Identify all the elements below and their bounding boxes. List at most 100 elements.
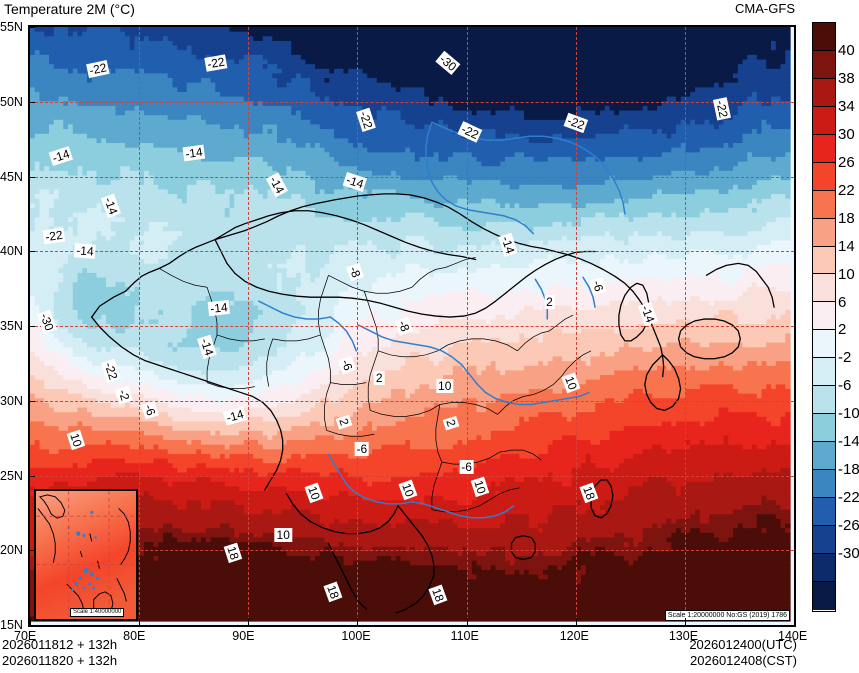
- colorbar-segment[interactable]: [813, 23, 835, 51]
- lat-label-35N: 35N: [0, 319, 23, 333]
- colorbar-labels: 40 38 34 30 26 22 18 14 10 6 2 -2 -6 -10 -14 -18 -22 -26 -…: [838, 22, 859, 612]
- colorbar-segment[interactable]: [813, 330, 835, 359]
- colorbar-segment[interactable]: [813, 162, 835, 191]
- colorbar-tick-label: -10: [838, 405, 859, 423]
- colorbar-segment[interactable]: [813, 274, 835, 303]
- colorbar-segment[interactable]: [813, 525, 835, 554]
- colorbar-tick-label: -6: [838, 377, 852, 395]
- lon-tick-100E: [357, 618, 359, 625]
- colorbar-tick-label: 26: [838, 153, 855, 171]
- colorbar-segment[interactable]: [813, 78, 835, 107]
- colorbar-tick-label: -30: [838, 545, 859, 563]
- gridline-lon-90: [248, 27, 250, 625]
- colorbar-segment[interactable]: [813, 581, 835, 610]
- colorbar-tick-label: -18: [838, 461, 859, 479]
- gridline-lat-45: [30, 176, 794, 178]
- gridline-lon-120: [575, 27, 577, 625]
- contour-label: -6: [588, 276, 607, 295]
- lon-tick-130E: [684, 618, 686, 625]
- gridline-lat-40: [30, 251, 794, 253]
- colorbar-tick-label: 2: [838, 321, 847, 339]
- lon-tick-110E: [466, 618, 468, 625]
- contour-label: -14: [73, 243, 96, 259]
- footer-valid-cst: 2026012408(CST): [690, 653, 797, 668]
- footer-init-cst: 2026011820 + 132h: [2, 653, 118, 668]
- lon-label-120E: 120E: [559, 629, 589, 643]
- gridline-lat-25: [30, 475, 794, 477]
- colorbar-tick-label: 18: [838, 209, 855, 227]
- gridline-lat-30: [30, 400, 794, 402]
- colorbar-tick-label: 6: [838, 293, 847, 311]
- contour-label: -6: [459, 459, 474, 474]
- colorbar-tick-label: 10: [838, 265, 855, 283]
- model-label: CMA-GFS: [735, 1, 795, 16]
- contour-label: -14: [207, 299, 231, 317]
- lat-label-25N: 25N: [0, 468, 23, 483]
- lat-label-15N: 15N: [0, 618, 23, 632]
- colorbar-segment[interactable]: [813, 358, 835, 387]
- colorbar-tick-label: 30: [838, 125, 855, 143]
- contour-label: 2: [544, 295, 555, 310]
- temperature-map[interactable]: -22 -22 -30 -22 -22 -22 -22 -14 -14 -14 -14 -14 -22-…: [28, 25, 796, 627]
- lat-label-45N: 45N: [0, 169, 23, 184]
- colorbar-segment[interactable]: [813, 302, 835, 331]
- gridline-lon-130: [684, 27, 686, 625]
- lon-tick-90E: [248, 618, 250, 625]
- colorbar-segment[interactable]: [813, 218, 835, 247]
- colorbar-tick-label: 14: [838, 237, 855, 255]
- lat-tick-25N: [28, 475, 35, 477]
- colorbar-segment[interactable]: [813, 134, 835, 163]
- page-title: Temperature 2M (°C): [4, 1, 135, 17]
- colorbar-segment[interactable]: [813, 442, 835, 470]
- contour-label: 2: [373, 371, 385, 386]
- lat-label-40N: 40N: [0, 244, 23, 259]
- colorbar-segment[interactable]: [813, 246, 835, 275]
- lat-tick-45N: [28, 176, 35, 178]
- gridline-lon-80: [139, 27, 141, 625]
- colorbar-segment[interactable]: [813, 106, 835, 135]
- lat-tick-15N: [28, 625, 35, 626]
- gridline-lat-50: [30, 101, 794, 103]
- map-scale-label: Scale 1:20000000 No:GS (2019) 1786: [664, 610, 790, 621]
- contour-label: -14: [182, 144, 206, 161]
- lon-label-80E: 80E: [123, 629, 146, 643]
- colorbar[interactable]: [812, 22, 836, 612]
- gridline-lon-110: [466, 27, 468, 625]
- colorbar-tick-label: 38: [838, 69, 855, 87]
- lon-label-90E: 90E: [232, 629, 255, 643]
- lat-tick-50N: [28, 101, 35, 103]
- lat-tick-40N: [28, 251, 35, 253]
- colorbar-segment[interactable]: [813, 414, 835, 443]
- contour-label: -6: [354, 441, 370, 456]
- colorbar-segment[interactable]: [813, 553, 835, 582]
- lon-label-110E: 110E: [450, 629, 479, 643]
- lat-tick-35N: [28, 326, 35, 327]
- lon-label-100E: 100E: [341, 629, 371, 643]
- gridline-lon-100: [357, 27, 359, 625]
- contour-label: 10: [274, 528, 292, 543]
- colorbar-tick-label: -22: [838, 489, 859, 507]
- colorbar-segment[interactable]: [813, 497, 835, 526]
- lon-tick-140E: [794, 618, 795, 625]
- footer-init-utc: 2026011812 + 132h: [2, 637, 118, 652]
- inset-scale-label: Scale 1:40000000: [70, 608, 125, 617]
- lat-label-30N: 30N: [0, 393, 23, 408]
- gridline-lat-20: [30, 550, 794, 552]
- colorbar-tick-label: 22: [838, 181, 855, 199]
- south-china-sea-inset: Scale 1:40000000: [34, 489, 138, 621]
- footer-valid-utc: 2026012400(UTC): [689, 637, 797, 652]
- colorbar-segment[interactable]: [813, 470, 835, 498]
- lon-label-70E: 70E: [14, 629, 37, 643]
- lon-tick-120E: [575, 618, 577, 625]
- colorbar-tick-label: -2: [838, 349, 852, 367]
- lon-label-130E: 130E: [668, 629, 699, 643]
- lon-tick-70E: [30, 618, 31, 625]
- contour-label: 10: [436, 378, 454, 393]
- colorbar-segment[interactable]: [813, 386, 835, 415]
- colorbar-segment[interactable]: [813, 190, 835, 219]
- lat-label-55N: 55N: [0, 20, 23, 34]
- lat-tick-20N: [28, 550, 35, 552]
- gridline-lat-35: [30, 326, 794, 327]
- colorbar-segment[interactable]: [813, 50, 835, 79]
- colorbar-tick-label: 34: [838, 97, 855, 115]
